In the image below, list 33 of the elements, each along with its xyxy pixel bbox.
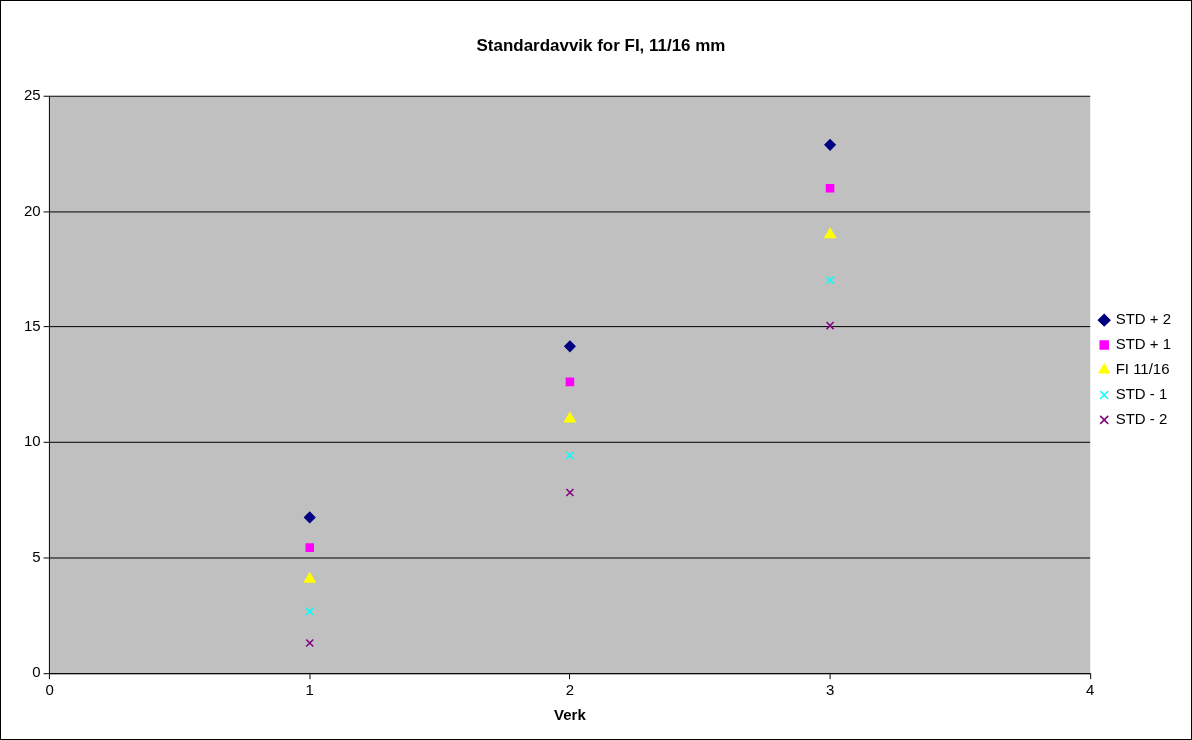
point xyxy=(824,139,836,151)
point xyxy=(304,511,316,524)
y-tick-label: 0 xyxy=(32,663,41,681)
x-tick-label: 2 xyxy=(565,681,575,699)
point xyxy=(824,227,837,239)
point xyxy=(565,488,575,497)
x-tick-label: 4 xyxy=(1086,681,1095,699)
x-axis-title: Verk xyxy=(554,706,587,724)
point xyxy=(825,275,835,285)
y-tick-label: 10 xyxy=(23,432,41,450)
y-tick-label: 5 xyxy=(32,547,41,565)
x-tick-label: 3 xyxy=(825,681,835,699)
point xyxy=(303,572,316,583)
legend-label: STD - 1 xyxy=(1115,385,1168,403)
point xyxy=(305,607,315,616)
legend-label: FI 11/16 xyxy=(1115,360,1170,378)
y-tick-label: 25 xyxy=(23,86,41,104)
point xyxy=(565,451,575,460)
point xyxy=(305,543,315,552)
x-tick-label: 0 xyxy=(45,681,54,699)
x-tick-label: 1 xyxy=(305,681,314,699)
y-tick-label: 20 xyxy=(23,201,41,219)
legend-label: STD - 2 xyxy=(1115,410,1168,427)
point xyxy=(305,638,315,648)
legend-label: STD + 1 xyxy=(1115,335,1171,353)
point xyxy=(563,412,576,423)
point xyxy=(825,321,835,330)
point xyxy=(564,340,576,353)
point xyxy=(825,183,835,193)
chart-title: Standardavvik for FI, 11/16 mm xyxy=(476,35,726,55)
y-tick-label: 15 xyxy=(23,317,41,335)
legend-label: STD + 2 xyxy=(1115,310,1171,328)
point xyxy=(565,377,575,387)
